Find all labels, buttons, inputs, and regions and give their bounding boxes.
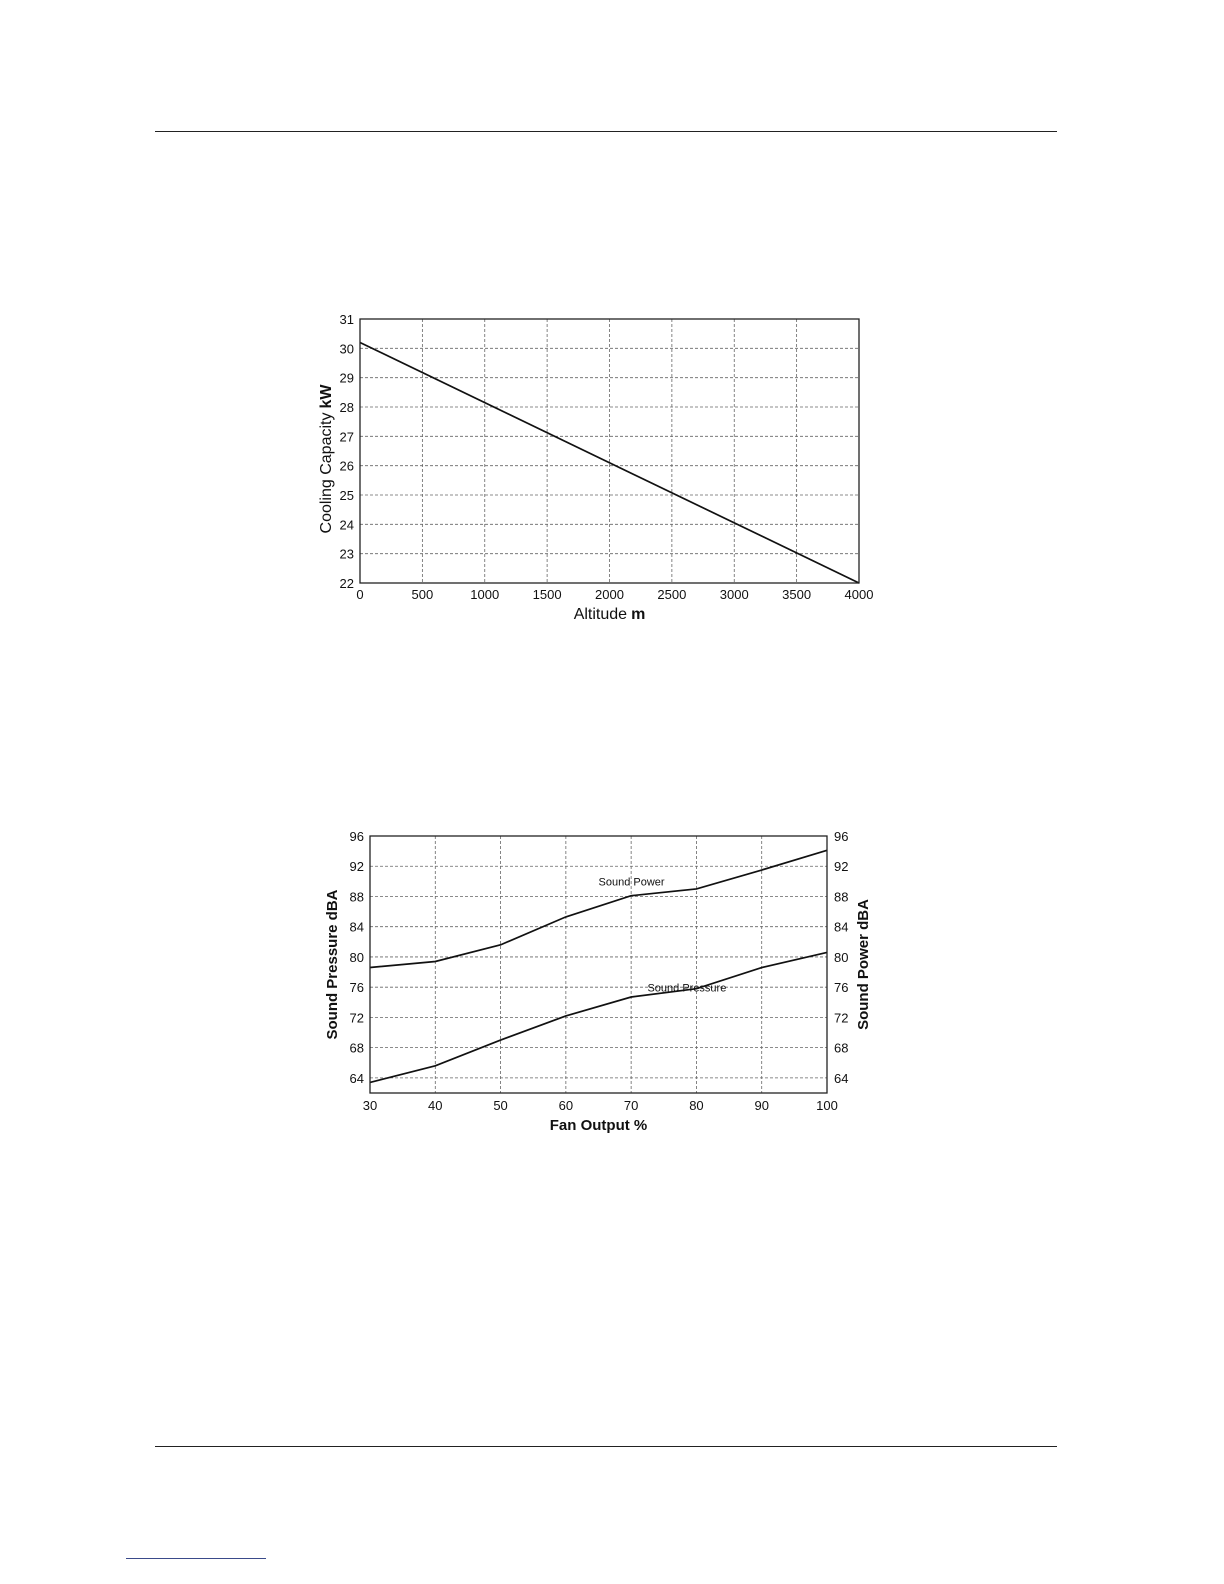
footnote-rule (126, 1558, 266, 1559)
x-tick-label: 90 (754, 1098, 768, 1113)
y-left-tick-label: 88 (350, 889, 364, 904)
y-right-tick-label: 72 (834, 1010, 848, 1025)
plot-frame (369, 835, 828, 1094)
y-tick-label: 28 (340, 400, 354, 415)
x-tick-label: 2500 (657, 587, 686, 602)
y-tick-label: 29 (340, 371, 354, 386)
series-line-0 (369, 849, 828, 969)
y-left-tick-label: 80 (350, 950, 364, 965)
series-label: Sound Power (599, 877, 665, 889)
y-left-axis-title: Sound Pressure dBA (324, 889, 341, 1039)
y-tick-label: 25 (340, 488, 354, 503)
y-right-tick-label: 80 (834, 950, 848, 965)
y-tick-labels: 22 23 24 25 26 27 28 29 30 31 (340, 312, 354, 591)
x-tick-label: 100 (816, 1098, 838, 1113)
cooling-capacity-chart: 0 500 1000 1500 2000 2500 3000 3500 4000 2223242… (318, 312, 873, 623)
y-right-tick-label: 92 (834, 859, 848, 874)
y-tick-label: 23 (340, 547, 354, 562)
footer-rule (155, 1446, 1057, 1447)
series-line-1 (369, 951, 828, 1084)
x-tick-label: 1500 (533, 587, 562, 602)
chart-grid (360, 319, 859, 583)
y-tick-label: 27 (340, 429, 354, 444)
x-axis-title: Fan Output % (550, 1117, 648, 1134)
y-right-tick-label: 84 (834, 920, 848, 935)
header-rule (155, 131, 1057, 132)
y-left-tick-label: 84 (350, 920, 364, 935)
y-left-tick-label: 96 (350, 829, 364, 844)
y-left-tick-label: 72 (350, 1010, 364, 1025)
y-right-tick-labels: 64 68 72 76 80 84 88 92 96 (834, 829, 848, 1086)
x-tick-labels: 0 500 1000 1500 2000 2500 3000 3500 4000 (356, 587, 873, 602)
x-tick-label: 40 (428, 1098, 442, 1113)
x-tick-label: 500 (412, 587, 434, 602)
y-tick-label: 26 (340, 459, 354, 474)
y-left-tick-label: 64 (350, 1071, 364, 1086)
y-right-tick-label: 64 (834, 1071, 848, 1086)
y-tick-label: 30 (340, 341, 354, 356)
y-right-tick-label: 88 (834, 889, 848, 904)
plot-frame (359, 318, 860, 584)
series-annotations: Sound Power Sound Pressure (599, 877, 727, 995)
x-tick-label: 0 (356, 587, 363, 602)
y-left-tick-labels: 64 68 72 76 80 84 88 92 96 (350, 829, 364, 1086)
y-right-tick-label: 76 (834, 980, 848, 995)
y-left-tick-label: 92 (350, 859, 364, 874)
x-tick-label: 60 (559, 1098, 573, 1113)
y-axis-title: Cooling CapacitykW (318, 384, 335, 534)
x-tick-labels: 30 40 50 60 70 80 90 100 (363, 1098, 838, 1113)
x-tick-label: 80 (689, 1098, 703, 1113)
x-tick-label: 30 (363, 1098, 377, 1113)
series-label: Sound Pressure (647, 982, 726, 994)
y-tick-label: 22 (340, 576, 354, 591)
chart-series-layer (369, 849, 828, 1084)
chart-series-layer (359, 341, 860, 584)
x-tick-label: 1000 (470, 587, 499, 602)
x-tick-label: 3500 (782, 587, 811, 602)
x-tick-label: 50 (493, 1098, 507, 1113)
x-tick-label: 2000 (595, 587, 624, 602)
y-right-axis-title: Sound Power dBA (855, 899, 872, 1030)
y-right-tick-label: 96 (834, 829, 848, 844)
x-tick-label: 3000 (720, 587, 749, 602)
y-left-tick-label: 76 (350, 980, 364, 995)
series-line (359, 341, 860, 584)
y-right-tick-label: 68 (834, 1041, 848, 1056)
x-axis-title: Altitude m (574, 606, 646, 623)
x-tick-label: 4000 (845, 587, 874, 602)
y-left-tick-label: 68 (350, 1041, 364, 1056)
y-tick-label: 31 (340, 312, 354, 327)
chart-grid (370, 836, 827, 1093)
x-tick-label: 70 (624, 1098, 638, 1113)
y-tick-label: 24 (340, 517, 354, 532)
